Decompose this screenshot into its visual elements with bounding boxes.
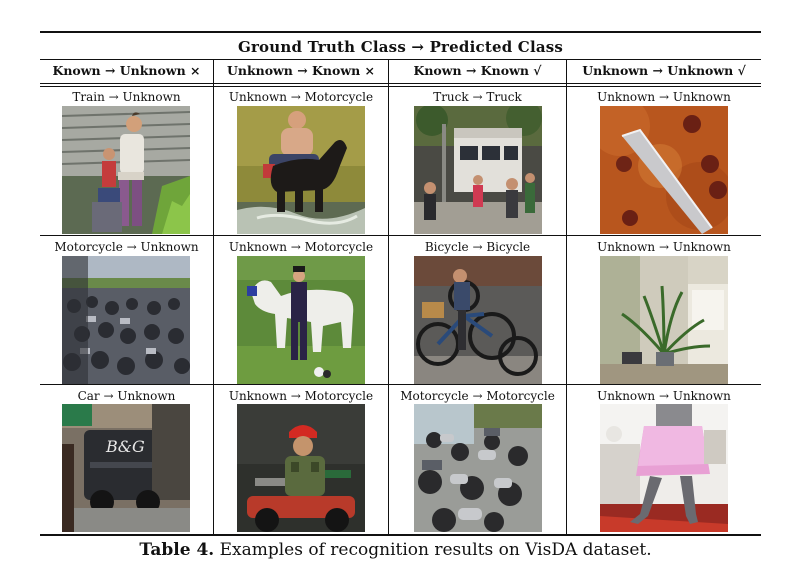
caption-text: Examples of recognition results on VisDA… xyxy=(214,540,652,560)
cell-label: Unknown → Motorcycle xyxy=(228,389,374,403)
column-header-unknown-known: Unknown → Known × xyxy=(226,63,376,78)
cell-label: Bicycle → Bicycle xyxy=(424,240,531,254)
col-sep-3 xyxy=(566,60,567,534)
title-rule xyxy=(40,59,761,60)
photo-car-bg-sign: B&G xyxy=(62,404,190,532)
cell-label: Unknown → Unknown xyxy=(597,389,731,403)
photo-truck-street xyxy=(414,106,542,234)
svg-text:B&G: B&G xyxy=(105,437,145,456)
column-header-known-known: Known → Known √ xyxy=(413,63,542,78)
row-rule-2 xyxy=(40,384,761,385)
cell-label: Unknown → Unknown xyxy=(597,90,731,104)
photo-motorcycle-crowd xyxy=(62,256,190,384)
top-rule xyxy=(40,31,761,33)
photo-dancer-pink-skirt xyxy=(600,404,728,532)
cell-label: Car → Unknown xyxy=(77,389,176,403)
bottom-rule xyxy=(40,534,761,536)
photo-soldier-motorcycle xyxy=(237,404,365,532)
cell-label: Unknown → Motorcycle xyxy=(228,90,374,104)
caption-label: Table 4. xyxy=(139,540,215,560)
photo-plant-room xyxy=(600,256,728,384)
photo-bicycles xyxy=(414,256,542,384)
column-header-unknown-unknown: Unknown → Unknown √ xyxy=(582,63,746,78)
header-rule-1 xyxy=(40,83,761,84)
photo-man-white-horse xyxy=(237,256,365,384)
table-caption: Table 4. Examples of recognition results… xyxy=(0,540,791,560)
cell-label: Motorcycle → Unknown xyxy=(54,240,199,254)
photo-pizza-knife xyxy=(600,106,728,234)
cell-label: Unknown → Unknown xyxy=(597,240,731,254)
cell-label: Unknown → Motorcycle xyxy=(228,240,374,254)
row-rule-1 xyxy=(40,235,761,236)
table-title: Ground Truth Class → Predicted Class xyxy=(237,38,564,56)
cell-label: Train → Unknown xyxy=(72,90,181,104)
photo-parked-motorcycles xyxy=(414,404,542,532)
photo-train-woman xyxy=(62,106,190,234)
col-sep-2 xyxy=(388,60,389,534)
header-rule-2 xyxy=(40,86,761,87)
col-sep-1 xyxy=(213,60,214,534)
cell-label: Truck → Truck xyxy=(433,90,522,104)
photo-man-horse-water xyxy=(237,106,365,234)
cell-label: Motorcycle → Motorcycle xyxy=(400,389,555,403)
column-header-known-unknown: Known → Unknown × xyxy=(52,63,201,78)
